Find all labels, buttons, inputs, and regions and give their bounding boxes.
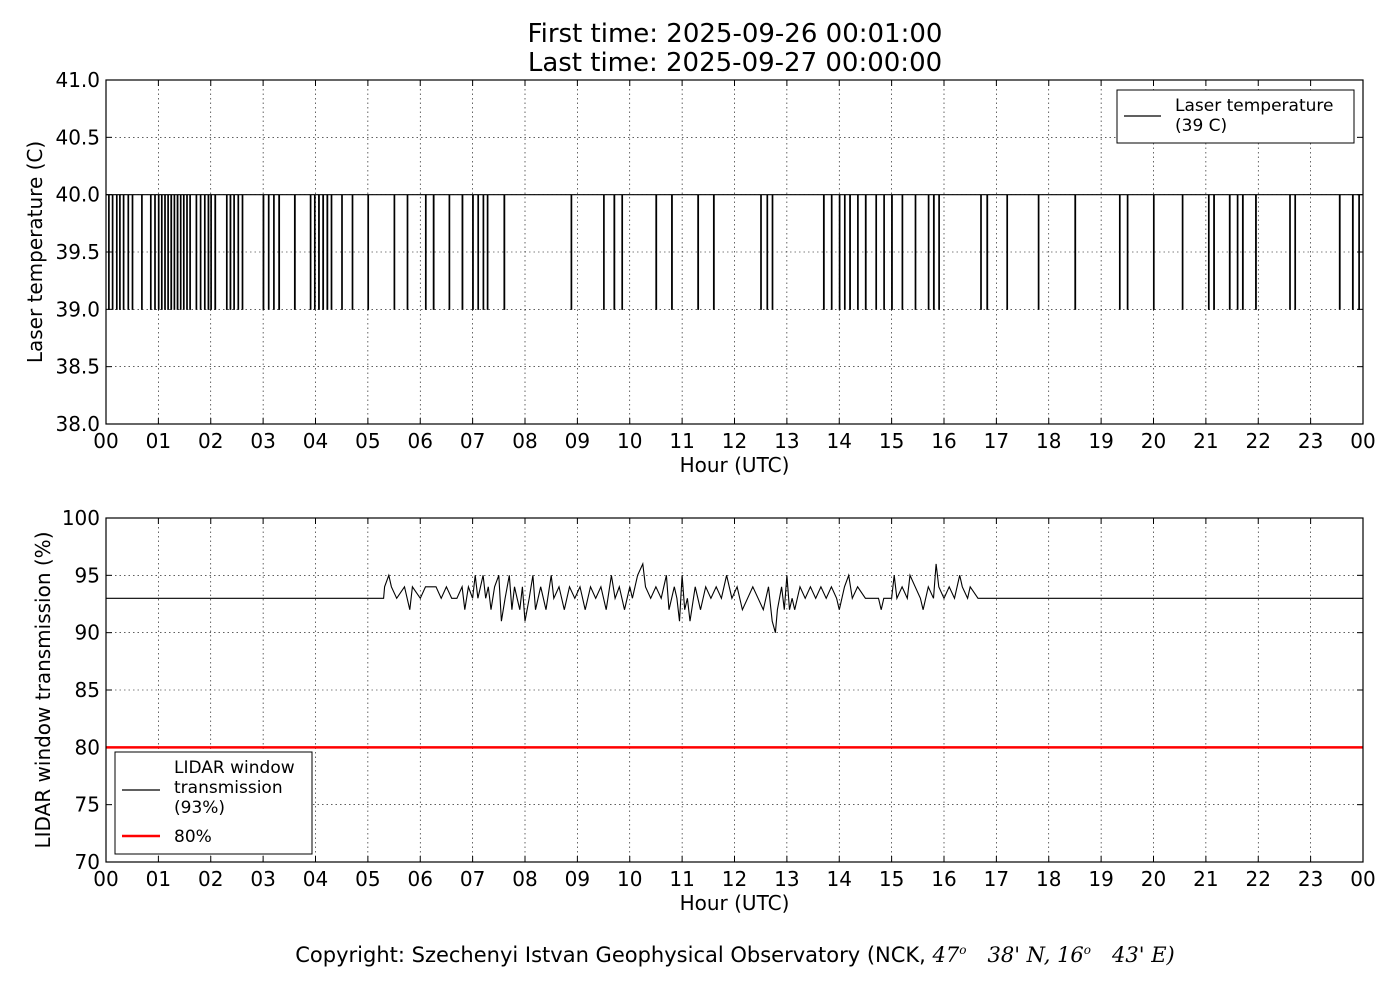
legend-label-transmission: transmission [174,778,283,798]
x-tick-label: 20 [1141,429,1166,453]
legend-label: Laser temperature [1175,96,1333,116]
chart-title-last-time: Last time: 2025-09-27 00:00:00 [527,48,943,78]
x-tick-label: 19 [1088,867,1113,891]
x-tick-label: 02 [198,867,223,891]
legend-label-transmission: (93%) [174,798,225,818]
y-tick-label: 90 [75,621,100,645]
longitude-degrees: 16 [1057,943,1084,967]
y-axis-label: LIDAR window transmission (%) [31,532,55,849]
x-tick-label: 05 [355,867,380,891]
y-tick-label: 70 [75,850,100,874]
x-tick-label: 00 [93,867,118,891]
x-tick-label: 14 [827,867,852,891]
y-tick-label: 100 [62,506,100,530]
x-tick-label: 00 [93,429,118,453]
x-tick-label: 10 [617,867,642,891]
x-tick-label: 13 [774,429,799,453]
x-tick-label: 01 [146,867,171,891]
y-tick-label: 39.5 [55,240,100,264]
longitude-minutes: 43' E) [1112,943,1175,967]
latitude-degrees: 47 [932,943,960,967]
x-tick-label: 08 [512,867,537,891]
y-tick-label: 38.5 [55,355,100,379]
copyright-text: Copyright: Szechenyi Istvan Geophysical … [295,943,933,967]
lidar-transmission-chart: 00 01 02 03 04 05 06 07 08 09 10 11 12 13 14 15 16 17 18 19… [31,506,1376,915]
x-tick-label: 17 [984,429,1009,453]
y-axis-label: Laser temperature (C) [23,141,47,363]
x-tick-label: 11 [669,867,694,891]
x-tick-label: 12 [722,867,747,891]
x-tick-label: 14 [827,429,852,453]
x-tick-label: 09 [565,429,590,453]
x-tick-label: 10 [617,429,642,453]
x-tick-label: 12 [722,429,747,453]
plot-frame [105,79,1364,425]
x-tick-label: 21 [1193,429,1218,453]
y-tick-label: 95 [75,563,100,587]
legend-label-threshold: 80% [174,827,212,847]
y-tick-label: 38.0 [55,412,100,436]
x-tick-label: 13 [774,867,799,891]
x-tick-label: 08 [512,429,537,453]
x-tick-label: 06 [408,429,433,453]
y-tick-label: 85 [75,678,100,702]
x-axis-label: Hour (UTC) [680,891,790,915]
longitude-degree-mark: o [1083,943,1092,957]
plot-frame [105,517,1364,863]
x-tick-label: 04 [303,867,328,891]
x-tick-label: 01 [146,429,171,453]
x-tick-label: 18 [1036,867,1061,891]
x-tick-label: 09 [565,867,590,891]
x-axis-label: Hour (UTC) [680,453,790,477]
x-tick-label: 05 [355,429,380,453]
x-tick-label: 15 [879,429,904,453]
series-line-transmission [106,561,1363,633]
x-tick-label: 07 [460,867,485,891]
x-tick-label: 21 [1193,867,1218,891]
laser-temperature-chart: 00 01 02 03 04 05 06 07 08 09 10 11 12 13 14 15 16 17 18 19… [23,68,1376,477]
x-tick-label: 15 [879,867,904,891]
y-tick-label: 40.0 [55,183,100,207]
x-tick-label: 00 [1350,867,1375,891]
x-tick-label: 04 [303,429,328,453]
x-tick-label: 16 [931,429,956,453]
x-tick-label: 06 [408,867,433,891]
legend-label-transmission: LIDAR window [174,758,295,778]
y-tick-label: 40.5 [55,125,100,149]
series-line-laser-temperature [106,194,1363,310]
x-tick-label: 03 [250,429,275,453]
x-tick-label: 18 [1036,429,1061,453]
copyright-footer: Copyright: Szechenyi Istvan Geophysical … [0,937,1400,968]
x-tick-label: 23 [1298,429,1323,453]
x-tick-label: 22 [1246,867,1271,891]
chart-title-first-time: First time: 2025-09-26 00:01:00 [527,19,943,49]
legend: Laser temperature(39 C) [1116,89,1355,144]
x-tick-label: 23 [1298,867,1323,891]
y-tick-label: 41.0 [55,68,100,92]
latitude-degree-mark: o [959,943,967,957]
x-tick-label: 00 [1350,429,1375,453]
legend-label: (39 C) [1175,116,1227,136]
x-tick-label: 11 [669,429,694,453]
x-tick-label: 22 [1246,429,1271,453]
x-tick-label: 07 [460,429,485,453]
y-tick-label: 39.0 [55,297,100,321]
x-tick-label: 02 [198,429,223,453]
x-tick-label: 03 [250,867,275,891]
y-tick-label: 75 [75,793,100,817]
x-tick-label: 16 [931,867,956,891]
x-tick-label: 17 [984,867,1009,891]
latitude-minutes: 38' N, [987,943,1058,967]
y-tick-label: 80 [75,735,100,759]
x-tick-label: 20 [1141,867,1166,891]
x-tick-label: 19 [1088,429,1113,453]
